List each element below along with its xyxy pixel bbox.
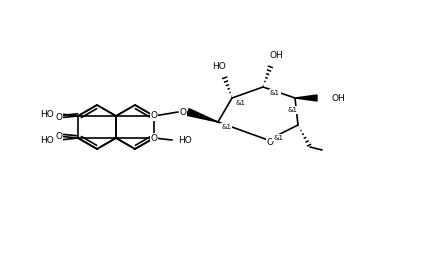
Text: HO: HO <box>212 62 226 70</box>
Text: HO: HO <box>40 109 54 119</box>
Text: &1: &1 <box>288 107 298 113</box>
Text: O: O <box>55 132 62 141</box>
Text: HO: HO <box>40 135 54 145</box>
Text: OH: OH <box>269 50 283 60</box>
Text: O: O <box>266 138 273 146</box>
Polygon shape <box>295 95 317 101</box>
Text: O: O <box>150 112 157 120</box>
Text: HO: HO <box>178 135 192 145</box>
Text: &1: &1 <box>221 124 231 130</box>
Text: O: O <box>180 107 187 116</box>
Polygon shape <box>187 109 218 122</box>
Text: OH: OH <box>331 94 345 102</box>
Text: O: O <box>55 113 62 122</box>
Text: O: O <box>150 134 157 142</box>
Text: &1: &1 <box>270 90 280 96</box>
Text: &1: &1 <box>235 100 245 106</box>
Text: &1: &1 <box>273 134 283 140</box>
